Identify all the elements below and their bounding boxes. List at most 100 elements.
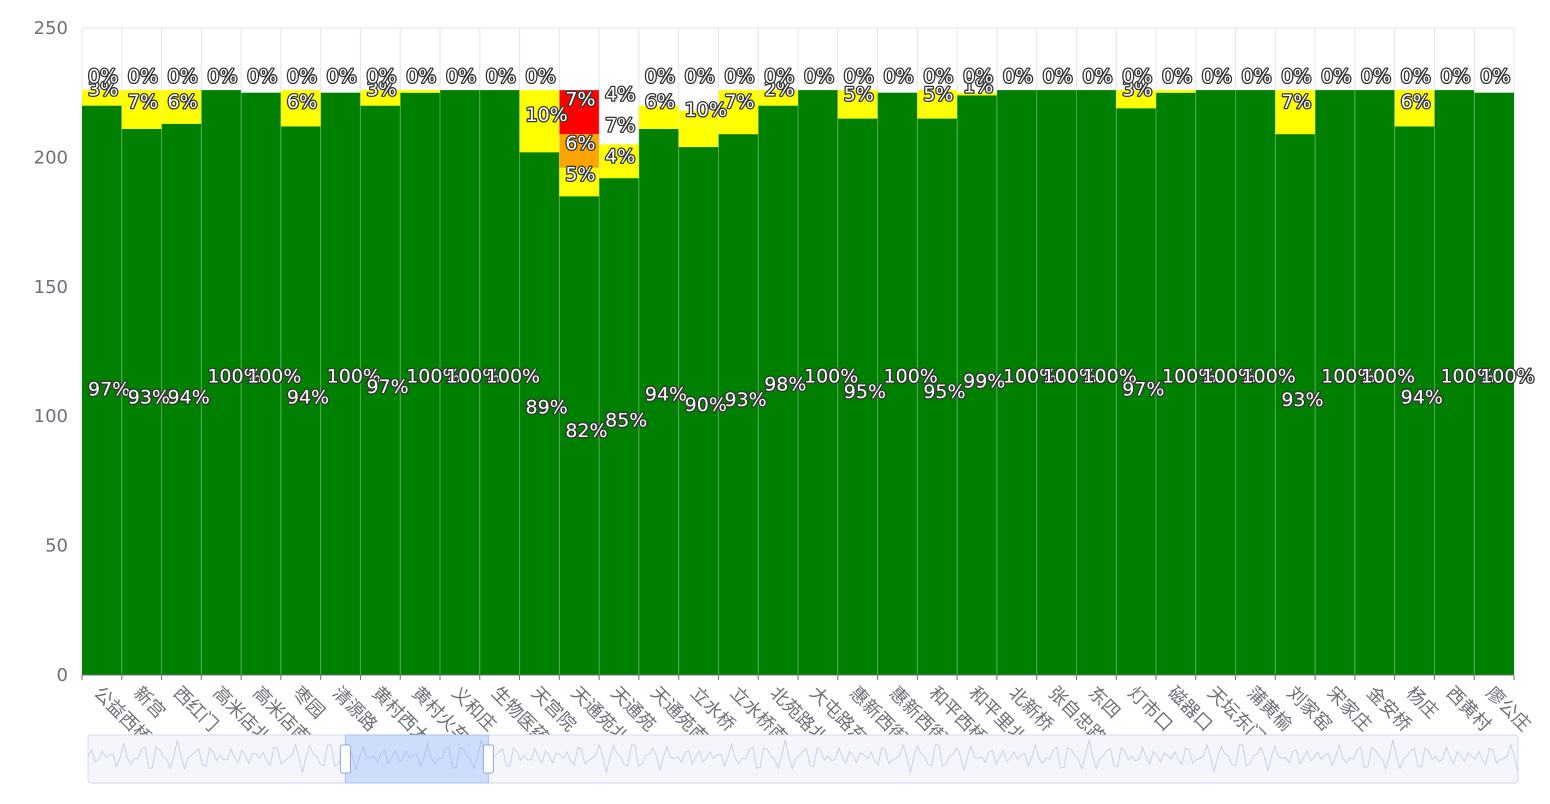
bar-segment[interactable]	[559, 90, 600, 135]
data-label: 7%	[605, 115, 635, 137]
bar-segment[interactable]	[519, 152, 560, 675]
data-label: 6%	[645, 91, 675, 113]
bar-segment[interactable]	[957, 95, 997, 675]
bar-segment[interactable]	[82, 90, 122, 106]
data-label: 4%	[605, 83, 635, 105]
bar-segment[interactable]	[678, 110, 719, 148]
x-tick-label: 西红门	[169, 683, 222, 736]
bar-segment[interactable]	[678, 147, 719, 676]
y-tick-label: 100	[34, 406, 68, 427]
data-label: 94%	[645, 384, 687, 406]
zoom-handle-start[interactable]	[339, 744, 351, 774]
bar-segment[interactable]	[1235, 90, 1276, 675]
zoom-track[interactable]	[87, 734, 1519, 784]
data-label: 0%	[1162, 65, 1192, 87]
bar-segment[interactable]	[440, 90, 480, 675]
bar-segment[interactable]	[1434, 90, 1475, 675]
bar-segment[interactable]	[877, 92, 918, 675]
bar-segment[interactable]	[599, 178, 639, 675]
bar-segment[interactable]	[1036, 90, 1077, 675]
bar-segment[interactable]	[121, 90, 162, 129]
bar-segment[interactable]	[241, 92, 281, 675]
bar-segment[interactable]	[758, 90, 798, 106]
bar-segment[interactable]	[280, 126, 321, 676]
data-label: 0%	[884, 65, 914, 87]
data-label: 0%	[804, 65, 834, 87]
bar-segment[interactable]	[1275, 90, 1316, 135]
zoom-handle-end[interactable]	[482, 744, 494, 774]
data-label: 89%	[526, 397, 568, 419]
data-label: 0%	[207, 65, 237, 87]
data-zoom-slider[interactable]	[87, 734, 1519, 784]
data-label: 7%	[565, 89, 595, 111]
data-label: 97%	[88, 378, 130, 400]
bar-segment[interactable]	[1474, 92, 1514, 675]
bar-segment[interactable]	[1315, 90, 1355, 675]
data-label: 6%	[565, 133, 595, 155]
bar-segment[interactable]	[1116, 90, 1156, 109]
x-tick-label: 西黄村	[1442, 683, 1495, 736]
bar-segment[interactable]	[638, 105, 679, 129]
x-tick-label: 宋家庄	[1322, 683, 1375, 736]
bar-segment[interactable]	[559, 196, 600, 675]
bar-segment[interactable]	[917, 90, 958, 119]
bar-segment[interactable]	[638, 128, 679, 675]
x-tick-label: 清源路	[328, 683, 381, 736]
bar-segment[interactable]	[519, 90, 560, 153]
data-label: 94%	[168, 386, 210, 408]
data-label: 82%	[565, 420, 607, 442]
bar-segment[interactable]	[917, 118, 958, 675]
bar-segment[interactable]	[798, 90, 838, 675]
bar-segment[interactable]	[161, 90, 202, 124]
bar-segment[interactable]	[837, 90, 878, 119]
bar-segment[interactable]	[559, 134, 600, 168]
bar-segment[interactable]	[1116, 108, 1156, 675]
bar-segment[interactable]	[996, 90, 1037, 675]
data-label: 100%	[804, 366, 858, 388]
bar-segment[interactable]	[360, 105, 401, 675]
bar-segment[interactable]	[201, 90, 242, 675]
bar-segment[interactable]	[479, 90, 520, 675]
bar-segment[interactable]	[1076, 90, 1117, 675]
data-label: 94%	[287, 386, 329, 408]
bar-segment[interactable]	[1156, 92, 1196, 675]
bar-segment[interactable]	[1394, 90, 1435, 127]
bar-segment[interactable]	[718, 134, 759, 675]
bar-segment[interactable]	[559, 167, 600, 197]
bar-segment[interactable]	[280, 90, 321, 127]
data-label: 93%	[1281, 389, 1323, 411]
data-label: 0%	[1202, 65, 1232, 87]
bar-segment[interactable]	[161, 123, 202, 676]
bar-segment[interactable]	[1354, 90, 1395, 675]
bar-segment[interactable]	[400, 92, 440, 675]
data-label: 97%	[366, 376, 408, 398]
bar-segment[interactable]	[320, 92, 361, 675]
bar-segment[interactable]	[400, 90, 440, 93]
data-label: 0%	[446, 65, 476, 87]
data-label: 6%	[287, 91, 317, 113]
data-label: 0%	[1003, 65, 1033, 87]
data-label: 98%	[764, 373, 806, 395]
bar-segment[interactable]	[82, 105, 122, 675]
data-label: 100%	[486, 366, 540, 388]
data-label: 0%	[844, 65, 874, 87]
zoom-window[interactable]	[344, 734, 489, 784]
bar-segment[interactable]	[1394, 126, 1435, 676]
bar-segment[interactable]	[957, 92, 997, 96]
bar-segment[interactable]	[121, 128, 162, 675]
bar-segment[interactable]	[360, 90, 401, 106]
data-label: 85%	[605, 410, 647, 432]
bar-segment[interactable]	[718, 90, 759, 135]
bar-segment[interactable]	[1156, 90, 1196, 93]
x-tick-label: 廖公庄	[1482, 683, 1535, 736]
data-label: 5%	[923, 83, 953, 105]
bar-segment[interactable]	[1195, 90, 1236, 675]
data-label: 2%	[764, 78, 794, 100]
data-label: 0%	[724, 65, 754, 87]
bar-segment[interactable]	[1275, 134, 1316, 675]
bar-segment[interactable]	[837, 118, 878, 675]
data-label: 93%	[724, 389, 766, 411]
data-label: 4%	[605, 146, 635, 168]
bar-segment[interactable]	[758, 105, 798, 675]
bar-segment[interactable]	[599, 144, 639, 179]
